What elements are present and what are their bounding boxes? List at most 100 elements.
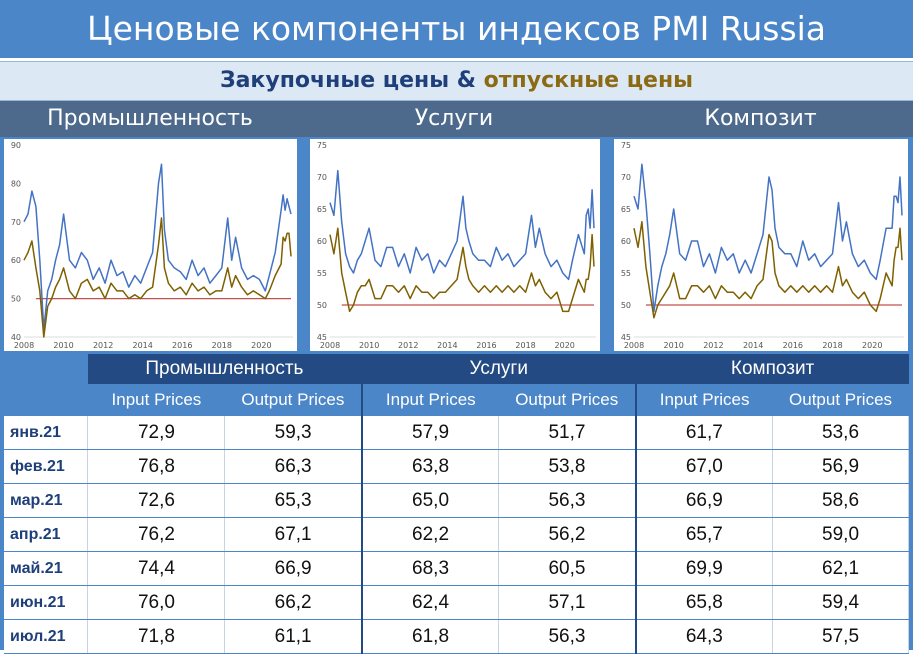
table-cell: 76,2	[87, 517, 226, 552]
series-line-output-prices	[23, 217, 292, 338]
x-tick-label: 2020	[862, 341, 882, 350]
table-cell: 59,3	[224, 416, 363, 450]
table-cell: 65,0	[360, 483, 500, 518]
table-cell: 57,1	[498, 585, 637, 620]
section-header-bar: Промышленность Услуги Композит	[0, 101, 913, 137]
row-label: июл.21	[4, 619, 89, 654]
table-cell: 53,8	[498, 449, 637, 484]
series-line-output-prices	[633, 221, 903, 319]
table-cell: 74,4	[87, 551, 226, 586]
table-subheader-row: Input Prices Output Prices Input Prices …	[4, 384, 909, 416]
x-tick-label: 2020	[251, 341, 271, 350]
y-tick-label: 75	[621, 141, 631, 150]
row-label: фев.21	[4, 449, 89, 484]
table-cell: 68,3	[360, 551, 500, 586]
y-tick-label: 75	[317, 141, 327, 150]
table-row: май.21 74,4 66,9 68,3 60,5 69,9 62,1	[4, 551, 909, 586]
table-cell: 56,3	[498, 619, 637, 654]
y-tick-label: 70	[11, 218, 21, 227]
x-tick-label: 2018	[212, 341, 232, 350]
subheader-composite-input: Input Prices	[634, 384, 773, 416]
values-table: Промышленность Услуги Композит Input Pri…	[4, 354, 909, 654]
y-tick-label: 65	[317, 205, 327, 214]
chart-industry: 40 50 60 70 80 90 2008 2010 2012 2014 2016 2018 2020	[4, 139, 297, 351]
row-label: янв.21	[4, 416, 89, 450]
x-tick-label: 2012	[703, 341, 723, 350]
y-tick-label: 45	[621, 333, 631, 342]
table-cell: 76,0	[87, 585, 226, 620]
y-tick-label: 65	[621, 205, 631, 214]
x-tick-label: 2016	[172, 341, 192, 350]
table-cell: 64,3	[634, 619, 774, 654]
table-row: июл.21 71,8 61,1 61,8 56,3 64,3 57,5	[4, 619, 909, 654]
y-tick-label: 55	[621, 269, 631, 278]
series-line-output-prices	[329, 227, 595, 313]
subheader-composite-output: Output Prices	[772, 384, 909, 416]
charts-strip: 40 50 60 70 80 90 2008 2010 2012 2014 2016 2018 2020…	[0, 137, 913, 354]
table-row: фев.21 76,8 66,3 63,8 53,8 67,0 56,9	[4, 449, 909, 484]
table-cell: 60,5	[498, 551, 637, 586]
x-tick-label: 2016	[783, 341, 803, 350]
y-tick-label: 55	[317, 269, 327, 278]
table-cell: 56,2	[498, 517, 637, 552]
y-tick-label: 50	[317, 301, 327, 310]
row-label: мар.21	[4, 483, 89, 518]
subtitle-output-prices: отпускные цены	[483, 68, 694, 93]
series-line-input-prices	[23, 163, 292, 331]
y-tick-label: 60	[621, 237, 631, 246]
series-line-input-prices	[329, 169, 595, 281]
y-tick-label: 60	[11, 256, 21, 265]
table-cell: 61,1	[224, 619, 363, 654]
y-tick-label: 70	[621, 173, 631, 182]
series-line-input-prices	[633, 163, 903, 313]
table-cell: 63,8	[360, 449, 500, 484]
table-cell: 57,5	[772, 619, 909, 654]
row-label: май.21	[4, 551, 89, 586]
chart-composite: 45 50 55 60 65 70 75 2008 2010 2012 2014 2016 2018 20…	[614, 139, 908, 351]
table-cell: 53,6	[772, 416, 909, 450]
x-tick-label: 2020	[555, 341, 575, 350]
table-cell: 72,9	[87, 416, 226, 450]
y-tick-label: 40	[11, 333, 21, 342]
table-row: апр.21 76,2 67,1 62,2 56,2 65,7 59,0	[4, 517, 909, 552]
x-tick-label: 2016	[476, 341, 496, 350]
y-tick-label: 90	[11, 141, 21, 150]
table-cell: 59,4	[772, 585, 909, 620]
chart-services: 45 50 55 60 65 70 75 2008 2010 2012 2014 2016 2018 20…	[310, 139, 600, 351]
table-cell: 56,9	[772, 449, 909, 484]
table-cell: 59,0	[772, 517, 909, 552]
table-cell: 65,8	[634, 585, 774, 620]
x-tick-label: 2012	[398, 341, 418, 350]
page-title: Ценовые компоненты индексов PMI Russia	[0, 0, 913, 58]
table-cell: 58,6	[772, 483, 909, 518]
table-cell: 67,1	[224, 517, 363, 552]
table-cell: 57,9	[360, 416, 500, 450]
group-header-composite: Композит	[634, 354, 909, 384]
subheader-services-output: Output Prices	[498, 384, 636, 416]
x-tick-label: 2014	[132, 341, 152, 350]
x-tick-label: 2018	[822, 341, 842, 350]
subheader-industry-input: Input Prices	[87, 384, 225, 416]
group-header-industry: Промышленность	[87, 354, 362, 384]
y-tick-label: 50	[621, 301, 631, 310]
x-tick-label: 2008	[624, 341, 644, 350]
table-cell: 56,3	[498, 483, 637, 518]
page-subtitle: Закупочные цены & отпускные цены	[0, 61, 913, 101]
x-tick-label: 2018	[515, 341, 535, 350]
y-tick-label: 80	[11, 179, 21, 188]
table-cell: 66,9	[224, 551, 363, 586]
table-corner-sub	[4, 384, 88, 416]
x-tick-label: 2012	[93, 341, 113, 350]
x-tick-label: 2008	[320, 341, 340, 350]
table-row: июн.21 76,0 66,2 62,4 57,1 65,8 59,4	[4, 585, 909, 620]
x-tick-label: 2010	[664, 341, 684, 350]
table-cell: 62,1	[772, 551, 909, 586]
table-cell: 66,2	[224, 585, 363, 620]
table-cell: 65,3	[224, 483, 363, 518]
group-header-services: Услуги	[360, 354, 636, 384]
table-cell: 62,2	[360, 517, 500, 552]
table-cell: 66,3	[224, 449, 363, 484]
y-tick-label: 50	[11, 295, 21, 304]
table-cell: 61,7	[634, 416, 774, 450]
x-tick-label: 2014	[743, 341, 763, 350]
